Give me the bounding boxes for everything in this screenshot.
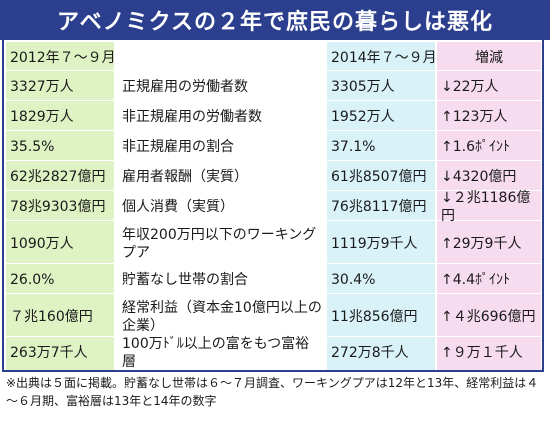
- row-divider: [6, 160, 541, 161]
- value-2012: 35.5%: [10, 139, 55, 155]
- value-2014: 37.1%: [331, 139, 376, 155]
- value-2014: 11兆856億円: [331, 308, 418, 325]
- value-change: ↓２兆1186億円: [441, 190, 531, 224]
- value-2014: 76兆8117億円: [331, 199, 427, 215]
- value-change: ↑1.6ﾎﾟｲﾝﾄ: [441, 139, 510, 155]
- row-label: 正規雇用の労働者数: [122, 79, 248, 95]
- value-change: ↑4.4ﾎﾟｲﾝﾄ: [441, 272, 510, 288]
- value-2012: 78兆9303億円: [10, 199, 106, 215]
- row-label: 100万ﾄﾞﾙ以上の富をもつ富裕層: [122, 336, 310, 370]
- row-divider: [6, 263, 541, 264]
- value-change: ↑123万人: [441, 109, 508, 125]
- row-label: 個人消費（実質）: [122, 199, 234, 215]
- value-change: ↑29万9千人: [441, 235, 522, 252]
- value-2014: 30.4%: [331, 272, 376, 288]
- row-label: 非正規雇用の労働者数: [122, 109, 262, 125]
- value-2014: 3305万人: [331, 79, 395, 95]
- value-2012: 3327万人: [10, 79, 74, 95]
- page-title: アベノミクスの２年で庶民の暮らしは悪化: [0, 0, 550, 40]
- row-label: 雇用者報酬（実質）: [122, 169, 248, 185]
- value-2014: 272万8千人: [331, 345, 409, 361]
- value-change: ↓4320億円: [441, 169, 517, 185]
- column-change-background: [437, 42, 541, 370]
- value-2012: 263万7千人: [10, 345, 88, 361]
- row-label: 貯蓄なし世帯の割合: [122, 272, 248, 288]
- column-header-change: 増減: [475, 50, 503, 66]
- value-2012: 1090万人: [10, 235, 74, 252]
- row-divider: [6, 70, 541, 71]
- value-change: ↑４兆696億円: [441, 308, 536, 325]
- row-label: 経常利益（資本金10億円以上の企業）: [122, 299, 322, 334]
- footnote: ※出典は５面に掲載。貯蓄なし世帯は６～７月調査、ワーキングプアは12年と13年、…: [6, 376, 539, 408]
- row-divider: [6, 190, 541, 191]
- value-change: ↑９万１千人: [441, 345, 523, 361]
- value-2014: 1119万9千人: [331, 235, 418, 252]
- row-label: 非正規雇用の割合: [122, 139, 234, 155]
- row-divider: [6, 220, 541, 221]
- column-header-2012: 2012年７～９月: [10, 50, 116, 66]
- value-2014: 61兆8507億円: [331, 169, 427, 185]
- value-2012: 1829万人: [10, 109, 74, 125]
- value-2012: 62兆2827億円: [10, 169, 106, 185]
- value-2012: ７兆160億円: [10, 308, 93, 325]
- row-divider: [6, 336, 541, 337]
- value-2012: 26.0%: [10, 272, 55, 288]
- column-2014-background: [327, 42, 435, 370]
- value-2014: 1952万人: [331, 109, 395, 125]
- column-2012-background: [6, 42, 114, 370]
- row-divider: [6, 100, 541, 101]
- table-frame: [2, 40, 544, 372]
- row-label: 年収200万円以下のワーキングプア: [122, 226, 317, 261]
- row-divider: [6, 130, 541, 131]
- column-header-2014: 2014年７～９月: [331, 50, 437, 66]
- value-change: ↓22万人: [441, 79, 499, 95]
- row-divider: [6, 293, 541, 294]
